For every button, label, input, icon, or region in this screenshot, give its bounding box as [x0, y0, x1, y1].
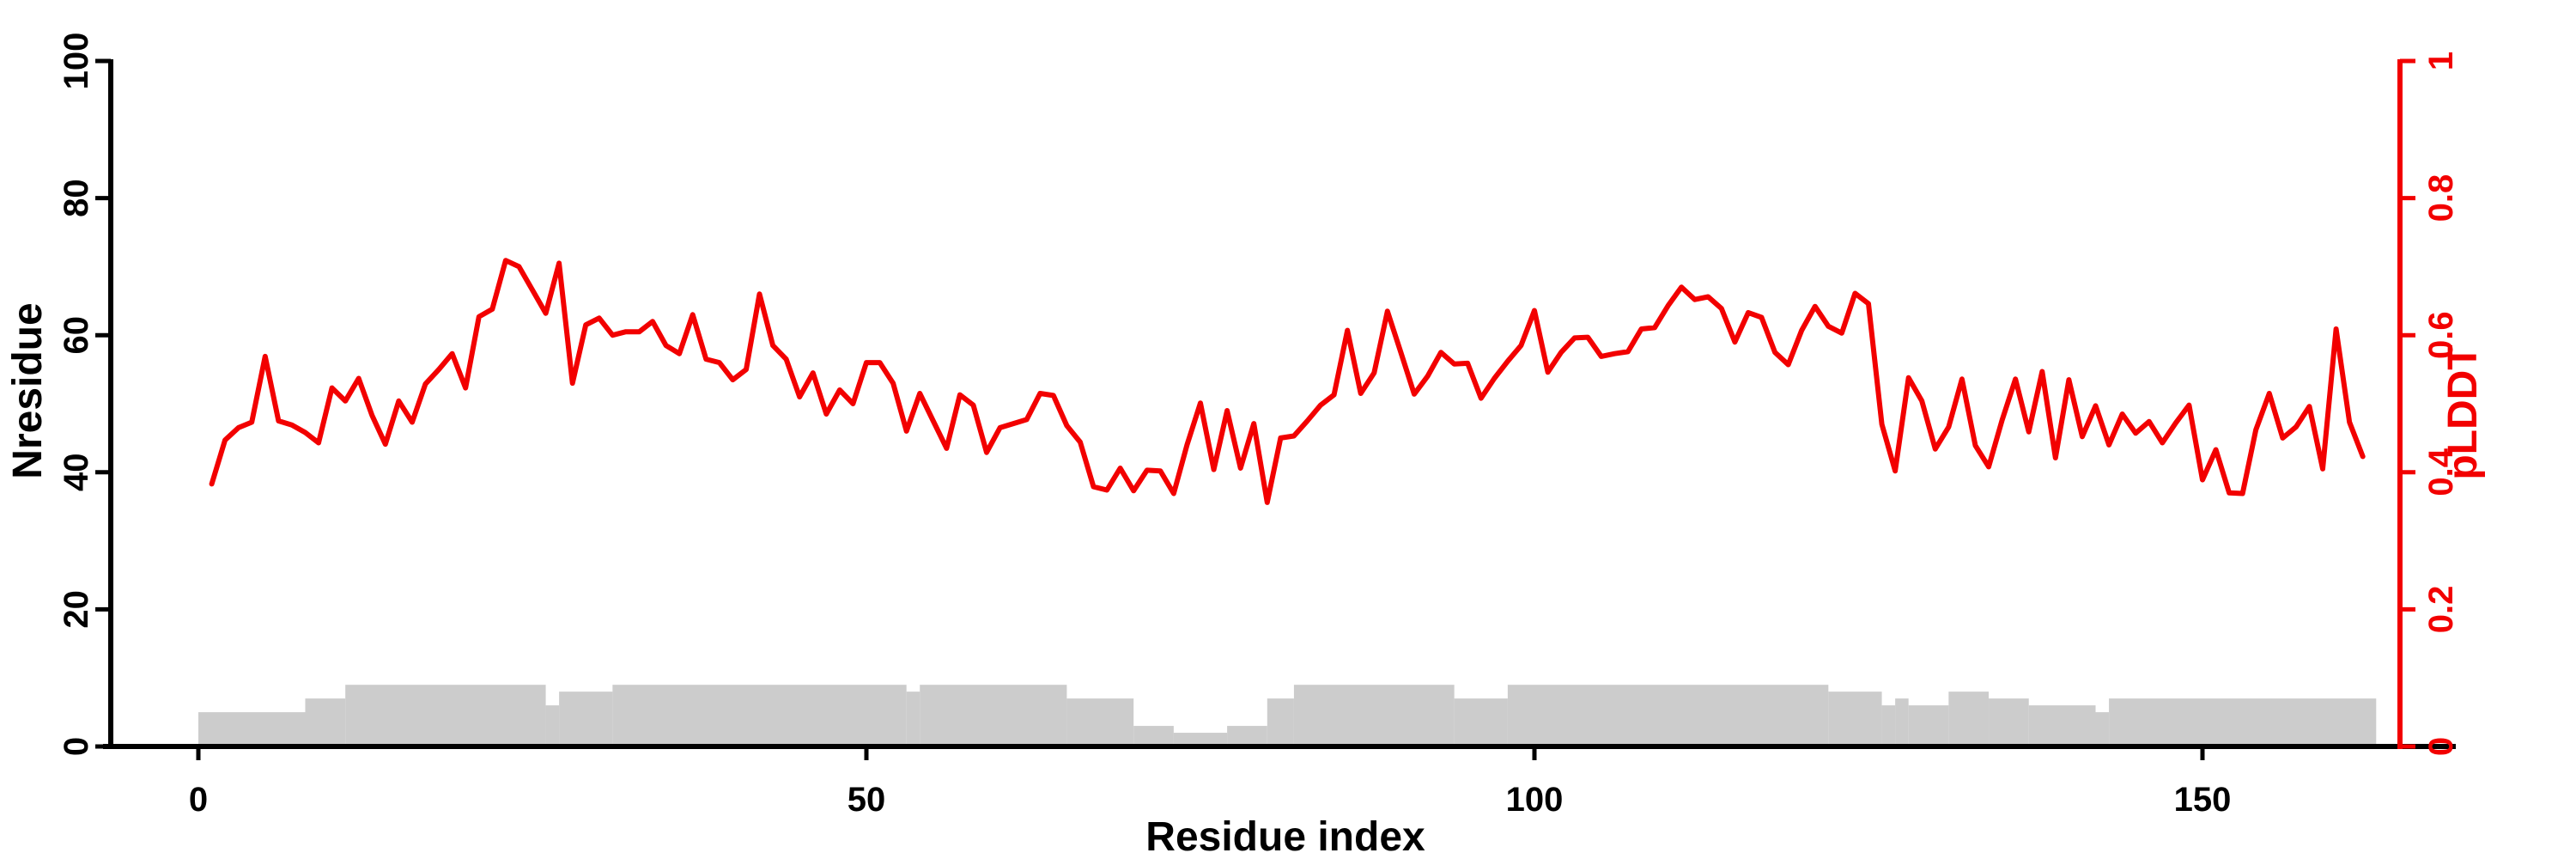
bar-segment — [2095, 712, 2110, 746]
x-tick-label: 150 — [2174, 781, 2232, 819]
bar-segment — [1227, 726, 1267, 746]
x-tick-label: 100 — [1506, 781, 1564, 819]
x-tick-label: 50 — [848, 781, 886, 819]
left-tick-label: 100 — [58, 33, 95, 90]
left-tick-label: 80 — [58, 179, 95, 217]
bar-segment — [1066, 698, 1134, 746]
right-tick-label: 1 — [2422, 52, 2460, 70]
bar-segment — [612, 685, 907, 746]
bar-segment — [345, 685, 546, 746]
bar-segment — [1507, 685, 1829, 746]
left-axis-title: Nresidue — [5, 302, 51, 478]
bar-segment — [1133, 726, 1174, 746]
right-tick-label: 0.4 — [2422, 448, 2460, 496]
x-axis-title: Residue index — [1145, 814, 1425, 859]
bar-segment — [1908, 705, 1949, 746]
left-tick-label: 20 — [58, 590, 95, 629]
bar-segment — [1895, 698, 1909, 746]
bar-segment — [1881, 705, 1896, 746]
nresidue-bars — [198, 685, 2377, 746]
left-tick-label: 0 — [58, 737, 95, 756]
left-tick-label: 40 — [58, 454, 95, 492]
right-tick-label: 0.6 — [2422, 311, 2460, 359]
bar-segment — [1454, 698, 1508, 746]
bar-segment — [1828, 691, 1882, 746]
bar-segment — [198, 712, 306, 746]
right-tick-label: 0 — [2422, 737, 2460, 756]
right-tick-label: 0.2 — [2422, 586, 2460, 634]
bar-segment — [1293, 685, 1455, 746]
bar-segment — [1173, 733, 1228, 746]
bar-segment — [1267, 698, 1294, 746]
x-tick-label: 0 — [189, 781, 208, 819]
bar-segment — [2109, 698, 2377, 746]
bar-segment — [1989, 698, 2029, 746]
axes: 0 50 100 150 0 20 40 60 80 100 0 0.2 0.4 0.6 0.8 1 — [58, 33, 2460, 819]
plddt-polyline — [209, 258, 2366, 505]
plddt-line — [209, 258, 2366, 505]
axis-labels: Nresidue pLDDT Residue index — [5, 302, 2486, 859]
bar-segment — [920, 685, 1067, 746]
bar-segment — [559, 691, 613, 746]
right-axis-title: pLDDT — [2440, 344, 2486, 479]
bar-segment — [2028, 705, 2096, 746]
bar-segment — [1948, 691, 1990, 746]
bar-segment — [545, 705, 560, 746]
right-tick-label: 0.8 — [2422, 174, 2460, 222]
bar-segment — [305, 698, 346, 746]
bar-segment — [906, 691, 920, 746]
left-tick-label: 60 — [58, 316, 95, 355]
